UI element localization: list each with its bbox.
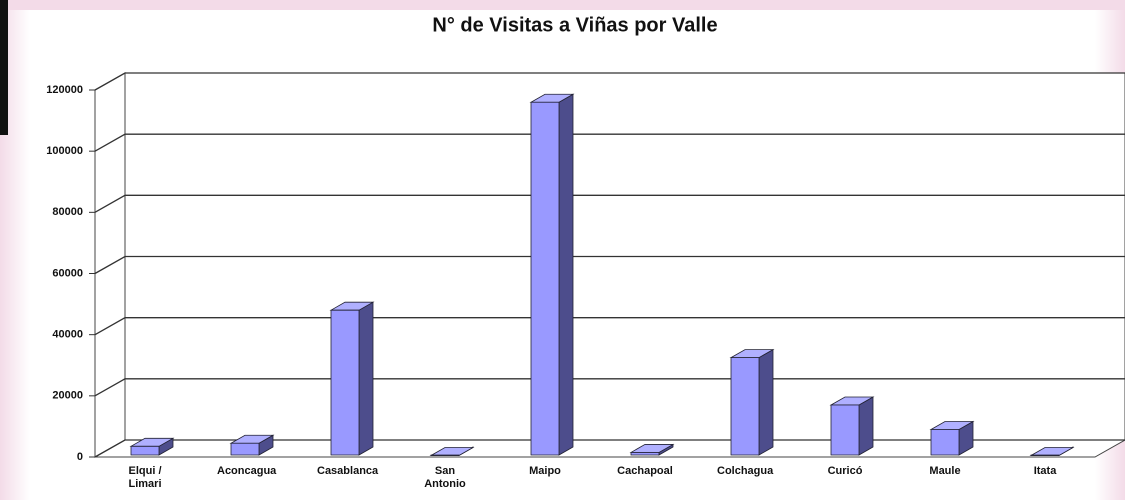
grid-line xyxy=(94,194,1125,213)
bar xyxy=(629,443,675,456)
bar-front xyxy=(230,442,260,456)
left-strip xyxy=(0,0,8,135)
y-tick-label: 100000 xyxy=(46,145,83,157)
top-band xyxy=(0,0,1125,10)
chart-title: N° de Visitas a Viñas por Valle xyxy=(432,14,717,36)
x-tick-label: Itata xyxy=(1033,465,1057,477)
bar xyxy=(429,446,475,457)
bar xyxy=(129,437,175,456)
bar xyxy=(729,348,775,456)
bar-side xyxy=(858,396,874,456)
x-tick-label: San Antonio xyxy=(424,465,466,490)
bar xyxy=(1029,446,1075,457)
grid-line xyxy=(94,72,1125,91)
bar xyxy=(229,434,275,456)
grid-line xyxy=(94,317,1125,336)
bar-side xyxy=(358,301,374,456)
x-tick-label: Curicó xyxy=(827,465,863,477)
grid-line xyxy=(94,255,1125,275)
bar xyxy=(929,420,975,456)
x-tick-label: Aconcagua xyxy=(217,465,277,477)
x-tick-label: Maipo xyxy=(529,465,561,477)
y-tick-label: 40000 xyxy=(52,329,83,341)
y-tick-label: 0 xyxy=(77,451,83,463)
bar-front xyxy=(130,445,160,456)
x-tick-label: Maule xyxy=(929,465,961,477)
y-tick-label: 120000 xyxy=(46,84,83,96)
grid-line xyxy=(94,439,1125,458)
y-tick-label: 20000 xyxy=(52,390,83,402)
bar-front xyxy=(630,452,660,456)
bar-side xyxy=(758,348,774,456)
y-tick-label: 60000 xyxy=(52,267,83,279)
x-tick-label: Colchagua xyxy=(717,465,774,477)
y-tick-label: 80000 xyxy=(52,206,83,218)
bar xyxy=(529,93,575,456)
bar-front xyxy=(830,404,860,456)
bar-front xyxy=(730,357,760,456)
grid-line xyxy=(94,133,1125,152)
x-tick-label: Elqui / Limari xyxy=(128,465,162,490)
x-tick-label: Cachapoal xyxy=(617,465,673,477)
x-tick-label: Casablanca xyxy=(317,465,379,477)
bar-side xyxy=(558,93,574,456)
bar xyxy=(329,301,375,456)
bar xyxy=(829,396,875,456)
bar-front xyxy=(530,101,560,456)
grid-line xyxy=(94,378,1125,397)
bar-front xyxy=(930,429,960,456)
bar-front xyxy=(330,309,360,456)
